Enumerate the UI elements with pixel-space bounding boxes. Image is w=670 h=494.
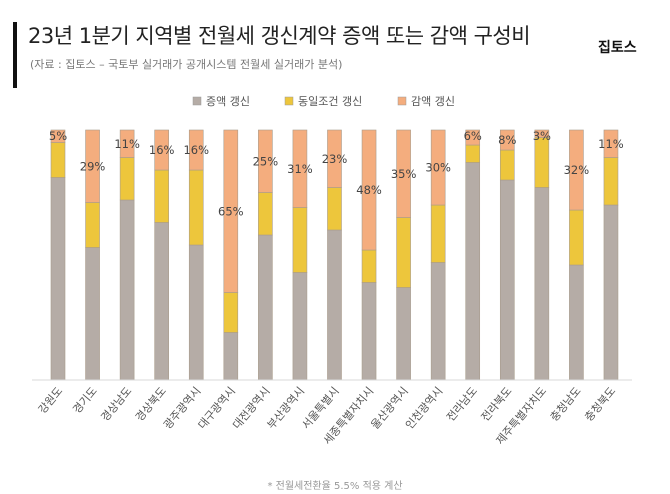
bar-same-terms-segment	[396, 217, 411, 288]
bar-increase-segment	[499, 179, 515, 381]
bar-same-terms-segment	[292, 207, 308, 273]
data-label: 32%	[564, 163, 590, 177]
brand-logo: 집토스	[598, 40, 637, 56]
data-label: 11%	[114, 137, 140, 151]
legend-swatch	[397, 96, 407, 106]
bar-same-terms-segment	[258, 192, 273, 236]
bar-increase-segment	[603, 204, 619, 381]
legend-label: 감액 갱신	[411, 95, 455, 108]
bar-same-terms-segment	[534, 137, 550, 188]
bar-decrease-segment	[188, 129, 204, 171]
bar-increase-segment	[430, 262, 446, 381]
x-tick-label: 전라남도	[444, 385, 480, 424]
data-label: 16%	[149, 143, 175, 157]
bar-decrease-segment	[499, 129, 515, 151]
x-tick-label: 충청남도	[548, 385, 584, 424]
bar-increase-segment	[188, 244, 204, 381]
bar-increase-segment	[534, 187, 550, 381]
bar-same-terms-segment	[603, 157, 619, 206]
bar-same-terms-segment	[361, 249, 377, 283]
bar-increase-segment	[327, 229, 342, 381]
data-label: 30%	[425, 161, 451, 175]
bar-increase-segment	[50, 177, 66, 381]
data-label: 3%	[533, 129, 551, 143]
bar-same-terms-segment	[430, 204, 446, 263]
x-tick-label: 충청북도	[582, 385, 618, 424]
bar-decrease-segment	[292, 129, 308, 208]
footnote: * 전월세전환율 5.5% 적용 계산	[267, 480, 402, 492]
bar-increase-segment	[119, 199, 135, 381]
data-label: 23%	[322, 152, 348, 166]
bar-increase-segment	[154, 222, 169, 381]
bar-decrease-segment	[85, 129, 100, 203]
x-tick-label: 경상북도	[133, 385, 169, 424]
data-label: 48%	[356, 183, 382, 197]
bar-decrease-segment	[327, 129, 342, 188]
bar-increase-segment	[292, 272, 308, 381]
data-label: 6%	[464, 129, 482, 143]
data-label: 25%	[253, 154, 279, 168]
bar-increase-segment	[465, 162, 481, 381]
bar-decrease-segment	[154, 129, 169, 171]
data-label: 16%	[183, 143, 209, 157]
bars: 5% 29% 11% 16% 16% 65% 25% 31% 23% 48% 35% 30% 6% 8% 3…	[49, 129, 624, 381]
data-label: 35%	[391, 167, 417, 181]
title-accent-bar	[13, 22, 17, 88]
bar-decrease-segment	[50, 129, 66, 143]
chart-title: 23년 1분기 지역별 전월세 갱신계약 증액 또는 감액 구성비	[28, 24, 531, 48]
bar-decrease-segment	[465, 129, 481, 146]
legend-label: 동일조건 갱신	[298, 94, 362, 108]
data-label: 8%	[498, 133, 516, 147]
bar-decrease-segment	[534, 129, 550, 138]
x-tick-label: 강원도	[36, 385, 65, 417]
bar-decrease-segment	[396, 129, 411, 218]
bar-same-terms-segment	[327, 187, 342, 231]
bar-same-terms-segment	[499, 149, 515, 181]
x-tick-label: 전라북도	[479, 385, 515, 424]
x-tick-label: 경기도	[70, 385, 99, 417]
bar-decrease-segment	[223, 129, 239, 293]
bar-increase-segment	[223, 332, 239, 381]
bar-decrease-segment	[603, 129, 619, 158]
bar-decrease-segment	[430, 129, 446, 206]
bar-increase-segment	[569, 264, 584, 381]
data-label: 29%	[80, 159, 106, 173]
legend-swatch	[192, 96, 202, 106]
chart-subtitle: (자료 : 집토스 – 국토부 실거래가 공개시스템 전월세 실거래가 분석)	[30, 58, 343, 71]
x-axis-labels: 강원도 경기도경상남도경상북도광주광역시대구광역시대전광역시부산광역시서울특별시세…	[36, 384, 618, 447]
data-label: 5%	[49, 129, 67, 143]
legend: 증액 갱신 동일조건 갱신 감액 갱신	[192, 94, 455, 108]
bar-increase-segment	[258, 234, 273, 381]
bar-increase-segment	[85, 247, 100, 381]
bar-same-terms-segment	[465, 144, 481, 163]
bar-same-terms-segment	[119, 157, 135, 201]
bar-decrease-segment	[258, 129, 273, 193]
bar-decrease-segment	[361, 129, 377, 251]
x-tick-label: 경상남도	[98, 385, 134, 424]
bar-same-terms-segment	[85, 202, 100, 248]
bar-same-terms-segment	[188, 169, 204, 246]
bar-decrease-segment	[119, 129, 135, 158]
bar-same-terms-segment	[569, 209, 584, 266]
legend-label: 증액 갱신	[206, 95, 250, 108]
bar-increase-segment	[396, 287, 411, 381]
legend-swatch	[284, 96, 294, 106]
data-label: 65%	[218, 204, 244, 218]
bar-same-terms-segment	[154, 169, 169, 223]
data-label: 11%	[598, 137, 624, 151]
bar-decrease-segment	[569, 129, 584, 211]
data-label: 31%	[287, 162, 313, 176]
bar-same-terms-segment	[50, 142, 66, 178]
bar-increase-segment	[361, 282, 377, 381]
bar-same-terms-segment	[223, 292, 239, 333]
